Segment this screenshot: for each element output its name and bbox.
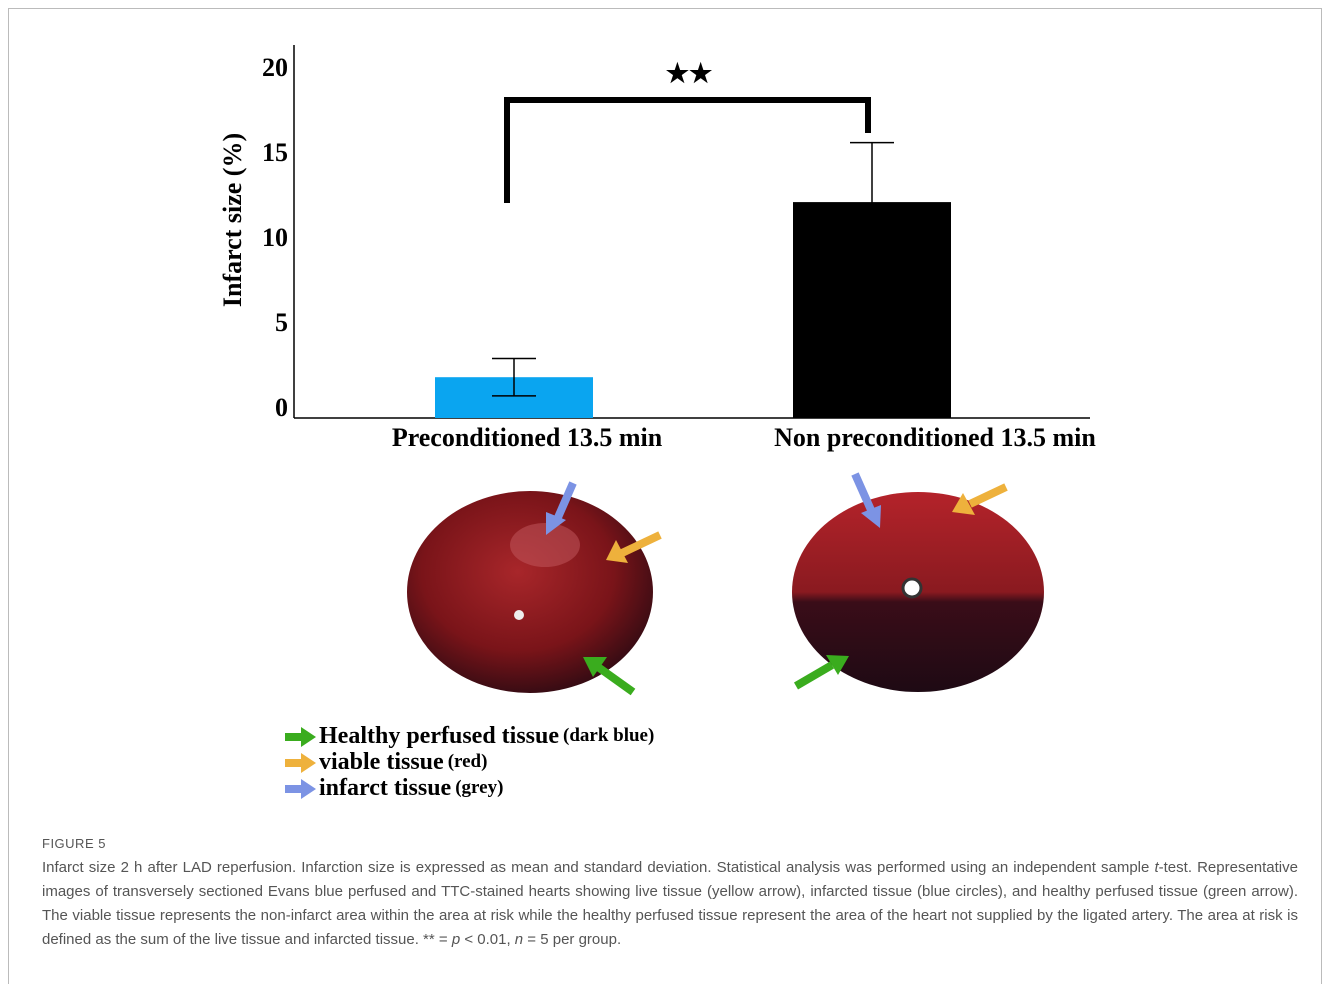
legend-label: infarct tissue [319,775,452,801]
caption-text: < 0.01, [460,931,515,948]
x-tick-label: Non preconditioned 13.5 min [774,423,1096,452]
y-tick-label: 20 [262,53,288,82]
legend-label: viable tissue [319,749,444,775]
legend-arrow [301,753,316,773]
legend-label: viable tissue(red) [319,749,487,775]
x-tick-label: Preconditioned 13.5 min [392,423,663,452]
infarct-region [510,523,580,567]
y-tick-label: 5 [275,308,288,337]
legend-label: infarct tissue(grey) [319,775,503,801]
y-axis-label: Infarct size (%) [218,133,247,307]
caption-text: Infarct size 2 h after LAD reperfusion. … [42,859,1154,876]
legend-note: (red) [448,751,488,772]
chart: Infarct size (%) ★★ 0 5 10 15 20 Precondition… [0,0,1331,830]
legend-swatch [285,727,316,747]
legend-swatch [285,779,316,799]
significance: ★★ [666,59,713,88]
figure-caption: Infarct size 2 h after LAD reperfusion. … [42,856,1298,952]
y-tick-label: 0 [275,393,288,422]
legend-label: Healthy perfused tissue [319,723,559,749]
y-tick-label: 15 [262,138,288,167]
figure: Infarct size (%) ★★ 0 5 10 15 20 Precondition… [0,0,1331,993]
legend-label: Healthy perfused tissue(dark blue) [319,723,654,749]
caption-text: n [515,931,523,948]
legend-arrow [285,733,303,741]
figure-label: FIGURE 5 [42,836,106,851]
legend-arrow [301,727,316,747]
significance-bracket [507,100,868,203]
y-tick-label: 10 [262,223,288,252]
heart-lumen [903,579,921,597]
caption-text: = 5 per group. [523,931,621,948]
legend-arrow [285,785,303,793]
legend-note: (dark blue) [563,725,654,746]
heart-lumen [514,610,524,620]
legend-arrow [301,779,316,799]
legend-arrow [285,759,303,767]
heart-image [407,491,653,693]
legend-note: (grey) [455,777,503,798]
caption-text: p [452,931,460,948]
legend-swatch [285,753,316,773]
